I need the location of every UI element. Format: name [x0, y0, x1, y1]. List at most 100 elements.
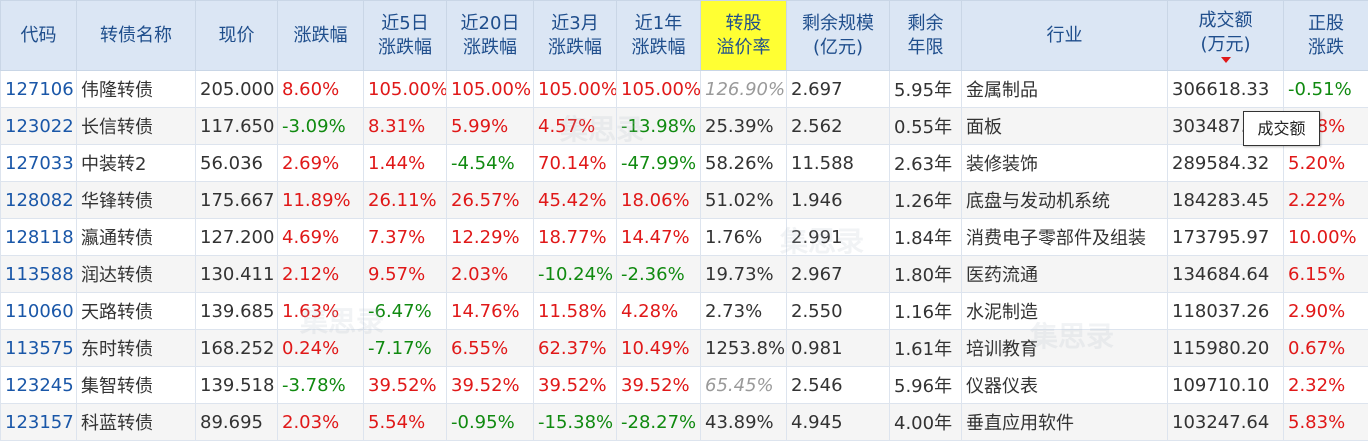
col-header-premium[interactable]: 转股 溢价率	[700, 0, 787, 71]
col-header-label: 剩余规模	[802, 12, 874, 34]
cell-m3: 105.00%	[533, 70, 617, 108]
cell-name[interactable]: 长信转债	[76, 107, 196, 145]
cell-d5: 8.31%	[363, 107, 447, 145]
cell-code[interactable]: 127033	[0, 144, 77, 182]
cell-industry: 底盘与发动机系统	[961, 181, 1168, 219]
cell-scale: 1.946	[786, 181, 890, 219]
cell-price: 175.667	[195, 181, 278, 219]
cell-y1: -2.36%	[616, 255, 701, 293]
header-row: 代码 转债名称 现价 涨跌幅 近5日 涨跌幅 近20日 涨跌幅 近3月 涨跌幅 近1年 涨跌幅 转股 溢价…	[0, 0, 1368, 71]
cell-d20: 26.57%	[446, 181, 534, 219]
cell-chg: 2.12%	[277, 255, 364, 293]
table-body: 127106 伟隆转债 205.000 8.60% 105.00% 105.00% 105.…	[0, 70, 1368, 441]
col-header-sublabel: (亿元)	[812, 36, 864, 58]
col-header-m3[interactable]: 近3月 涨跌幅	[533, 0, 617, 71]
cell-scale: 2.967	[786, 255, 890, 293]
table-row[interactable]: 127106 伟隆转债 205.000 8.60% 105.00% 105.00% 105.…	[0, 70, 1368, 108]
cell-code[interactable]: 128082	[0, 181, 77, 219]
table-row[interactable]: 110060 天路转债 139.685 1.63% -6.47% 14.76% 11.58%…	[0, 292, 1368, 330]
cell-stock: 5.20%	[1283, 144, 1368, 182]
cell-d20: 2.03%	[446, 255, 534, 293]
cell-industry: 装修装饰	[961, 144, 1168, 182]
cell-premium: 58.26%	[700, 144, 787, 182]
col-header-turnover[interactable]: 成交额 (万元)	[1167, 0, 1284, 71]
cell-scale: 2.562	[786, 107, 890, 145]
col-header-label: 近20日	[460, 12, 520, 34]
cell-name[interactable]: 华锋转债	[76, 181, 196, 219]
col-header-sublabel: 年限	[907, 36, 944, 58]
cell-industry: 垂直应用软件	[961, 403, 1168, 441]
cell-d20: -0.95%	[446, 403, 534, 441]
cell-m3: -10.24%	[533, 255, 617, 293]
cell-price: 139.685	[195, 292, 278, 330]
cell-d20: 105.00%	[446, 70, 534, 108]
col-header-scale[interactable]: 剩余规模 (亿元)	[786, 0, 890, 71]
cell-price: 117.650	[195, 107, 278, 145]
cell-y1: 10.49%	[616, 329, 701, 367]
sort-desc-icon[interactable]	[1220, 56, 1231, 63]
cell-code[interactable]: 123157	[0, 403, 77, 441]
cell-premium: 25.39%	[700, 107, 787, 145]
cell-premium: 51.02%	[700, 181, 787, 219]
cell-d5: 1.44%	[363, 144, 447, 182]
col-header-stock[interactable]: 正股 涨跌	[1283, 0, 1368, 71]
cell-code[interactable]: 110060	[0, 292, 77, 330]
cell-code[interactable]: 127106	[0, 70, 77, 108]
cell-turnover: 306618.33	[1167, 70, 1284, 108]
col-header-sublabel: 涨跌	[1308, 36, 1344, 58]
cell-years: 1.16年	[889, 292, 962, 330]
col-header-change[interactable]: 涨跌幅	[277, 0, 364, 71]
cell-name[interactable]: 伟隆转债	[76, 70, 196, 108]
cell-premium: 43.89%	[700, 403, 787, 441]
col-header-price[interactable]: 现价	[195, 0, 278, 71]
col-header-industry[interactable]: 行业	[961, 0, 1168, 71]
cell-name[interactable]: 天路转债	[76, 292, 196, 330]
cell-d5: 5.54%	[363, 403, 447, 441]
cell-d20: 39.52%	[446, 366, 534, 404]
cell-code[interactable]: 123022	[0, 107, 77, 145]
cell-years: 0.55年	[889, 107, 962, 145]
col-header-label: 近1年	[634, 12, 683, 34]
col-header-code[interactable]: 代码	[0, 0, 77, 71]
cell-name[interactable]: 东时转债	[76, 329, 196, 367]
cell-price: 56.036	[195, 144, 278, 182]
cell-code[interactable]: 113588	[0, 255, 77, 293]
table-row[interactable]: 123157 科蓝转债 89.695 2.03% 5.54% -0.95% -15.38% -…	[0, 403, 1368, 441]
cell-name[interactable]: 瀛通转债	[76, 218, 196, 256]
table-row[interactable]: 123022 长信转债 117.650 -3.09% 8.31% 5.99% 4.57% -1…	[0, 107, 1368, 145]
col-header-d5[interactable]: 近5日 涨跌幅	[363, 0, 447, 71]
cell-code[interactable]: 128118	[0, 218, 77, 256]
cell-price: 89.695	[195, 403, 278, 441]
cell-name[interactable]: 科蓝转债	[76, 403, 196, 441]
table-row[interactable]: 113588 润达转债 130.411 2.12% 9.57% 2.03% -10.24% -…	[0, 255, 1368, 293]
col-header-years[interactable]: 剩余 年限	[889, 0, 962, 71]
cell-name[interactable]: 集智转债	[76, 366, 196, 404]
col-header-d20[interactable]: 近20日 涨跌幅	[446, 0, 534, 71]
cell-code[interactable]: 123245	[0, 366, 77, 404]
cell-name[interactable]: 润达转债	[76, 255, 196, 293]
cell-code[interactable]: 113575	[0, 329, 77, 367]
cell-years: 1.61年	[889, 329, 962, 367]
cell-y1: 39.52%	[616, 366, 701, 404]
table-row[interactable]: 123245 集智转债 139.518 -3.78% 39.52% 39.52% 39.52…	[0, 366, 1368, 404]
cell-turnover: 109710.10	[1167, 366, 1284, 404]
table-row[interactable]: 128118 瀛通转债 127.200 4.69% 7.37% 12.29% 18.77% 1…	[0, 218, 1368, 256]
cell-chg: 0.24%	[277, 329, 364, 367]
cell-turnover: 103247.64	[1167, 403, 1284, 441]
cell-years: 1.80年	[889, 255, 962, 293]
table-row[interactable]: 113575 东时转债 168.252 0.24% -7.17% 6.55% 62.37% 1…	[0, 329, 1368, 367]
cell-d5: 105.00%	[363, 70, 447, 108]
cell-d20: -4.54%	[446, 144, 534, 182]
cell-premium: 2.73%	[700, 292, 787, 330]
col-header-name[interactable]: 转债名称	[76, 0, 196, 71]
table-row[interactable]: 128082 华锋转债 175.667 11.89% 26.11% 26.57% 45.42…	[0, 181, 1368, 219]
cell-chg: 4.69%	[277, 218, 364, 256]
cell-name[interactable]: 中装转2	[76, 144, 196, 182]
col-header-label: 转股	[725, 12, 762, 34]
cell-scale: 2.550	[786, 292, 890, 330]
cell-chg: -3.09%	[277, 107, 364, 145]
table-row[interactable]: 127033 中装转2 56.036 2.69% 1.44% -4.54% 70.14% -4…	[0, 144, 1368, 182]
col-header-sublabel: 涨跌幅	[378, 36, 432, 58]
col-header-y1[interactable]: 近1年 涨跌幅	[616, 0, 701, 71]
